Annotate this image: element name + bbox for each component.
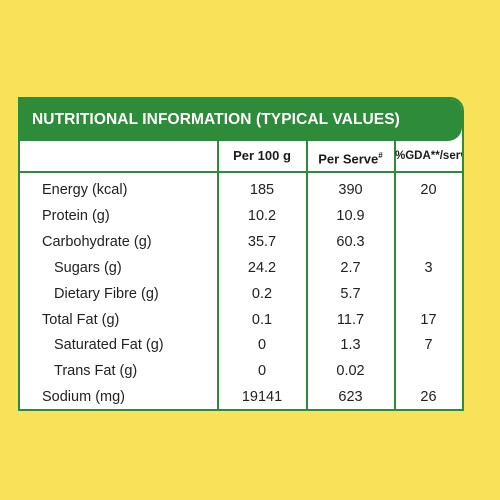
per-serve-value: 1.3 <box>340 337 361 354</box>
nutrient-label: Carbohydrate (g) <box>42 233 152 250</box>
per-100g-value: 35.7 <box>247 233 277 250</box>
per-100g-value: 24.2 <box>247 259 277 276</box>
nutrition-panel: NUTRITIONAL INFORMATION (TYPICAL VALUES)… <box>18 97 464 411</box>
gda-value: 26 <box>420 389 437 406</box>
per-serve-value: 623 <box>338 389 363 406</box>
per-serve-value: 0.02 <box>336 363 365 380</box>
table-row: Saturated Fat (g) 0 1.3 7 <box>20 332 462 358</box>
table-row: Trans Fat (g) 0 0.02 <box>20 358 462 384</box>
table-row: Total Fat (g) 0.1 11.7 17 <box>20 307 462 333</box>
gda-value: 17 <box>420 311 437 328</box>
per-serve-value: 10.9 <box>336 207 365 224</box>
table-title: NUTRITIONAL INFORMATION (TYPICAL VALUES) <box>20 99 462 141</box>
table-row: Carbohydrate (g) 35.7 60.3 <box>20 229 462 255</box>
column-header-per-100g: Per 100 g <box>233 148 291 163</box>
nutrient-label: Energy (kcal) <box>42 182 128 198</box>
nutrient-label: Sugars (g) <box>54 259 122 276</box>
per-100g-value: 19141 <box>241 389 283 406</box>
per-100g-value: 0.2 <box>251 285 273 302</box>
column-divider <box>217 141 219 409</box>
gda-value <box>395 229 462 255</box>
per-100g-value: 10.2 <box>247 207 277 224</box>
gda-value: 20 <box>420 182 437 198</box>
nutrition-table: Per 100 g Per Serve# %GDA**/serve Energy… <box>20 141 462 409</box>
per-100g-value: 0 <box>257 337 267 354</box>
per-serve-value: 11.7 <box>336 311 365 328</box>
table-row: Energy (kcal) 185 390 20 <box>20 177 462 203</box>
table-row: Dietary Fibre (g) 0.2 5.7 <box>20 281 462 307</box>
header-divider <box>20 171 462 173</box>
gda-value <box>395 203 462 229</box>
column-header-gda: %GDA**/serve <box>395 150 462 162</box>
nutrient-label: Dietary Fibre (g) <box>54 285 159 302</box>
nutrient-label: Saturated Fat (g) <box>54 337 164 354</box>
nutrient-label: Total Fat (g) <box>42 311 120 328</box>
per-serve-value: 2.7 <box>340 259 361 276</box>
per-serve-value: 5.7 <box>340 285 361 302</box>
table-row: Protein (g) 10.2 10.9 <box>20 203 462 229</box>
nutrient-label: Trans Fat (g) <box>54 363 138 380</box>
gda-value: 3 <box>424 259 433 276</box>
column-header-per-serve: Per Serve# <box>318 151 383 167</box>
gda-value <box>395 281 462 307</box>
nutrient-label: Protein (g) <box>42 207 110 224</box>
column-divider <box>306 141 308 409</box>
table-row: Sugars (g) 24.2 2.7 3 <box>20 255 462 281</box>
per-serve-footnote-mark: # <box>378 151 383 160</box>
per-100g-value: 0 <box>257 363 267 380</box>
per-serve-value: 60.3 <box>336 233 365 250</box>
gda-value: 7 <box>424 337 433 354</box>
per-serve-value: 390 <box>338 182 363 198</box>
per-100g-value: 0.1 <box>251 311 273 328</box>
nutrient-label: Sodium (mg) <box>42 389 125 406</box>
column-divider <box>394 141 396 409</box>
gda-value <box>395 358 462 384</box>
per-100g-value: 185 <box>249 182 275 198</box>
table-row: Sodium (mg) 19141 623 26 <box>20 384 462 409</box>
